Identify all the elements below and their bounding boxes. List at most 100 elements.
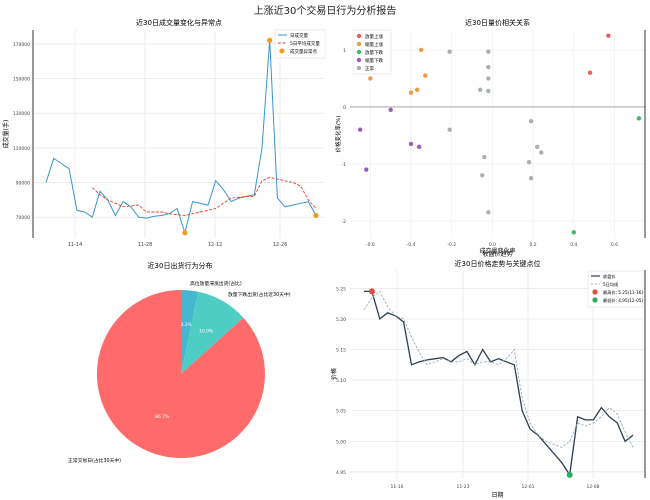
pie-slice-label: 放量下跌出货(占比近30天中) [228,291,291,298]
scatter-chart: 近30日量价相关关系 -0.6 -0.4 -0.2 0.0 0.2 0.4 0.6 1 0 -1 -2… [334,18,646,255]
scatter-point [388,107,393,112]
y-tick-label: 5.10 [336,378,346,384]
scatter-point [486,210,491,215]
scatter-point [408,141,414,147]
x-tick-label: 11-23 [456,484,469,490]
y-axis-label: 价格变化率(%) [334,115,342,152]
scatter-point [357,127,363,132]
y-tick-label: 5.00 [336,439,346,445]
y-axis-label: 价格 [330,368,338,380]
high-point [368,288,375,295]
x-tick-label: 12-12 [208,242,223,248]
pie-slice-label: 正常交易日(占比30天中) [68,457,121,464]
anomaly-point [182,230,188,236]
pie-slice [96,290,265,459]
scatter-point [486,64,491,70]
scatter-point [368,76,373,81]
x-tick-label: -0.4 [407,242,416,248]
scatter-point [636,116,642,121]
legend-label: 放量上涨 [365,33,383,40]
close-price-line [364,290,634,477]
scatter-point [447,49,452,54]
chart-title: 近30日量价相关关系 [465,18,530,27]
scatter-point [526,160,532,165]
legend-marker-icon [279,48,285,54]
chart-title: 近30日价格走势与关键点位 [455,259,541,268]
pie-chart: 近30日出货行为分布 3.3% 10.0% 86.7% 高位放量滞涨出货(占比) 放量下跌… [68,261,291,464]
chart-title: 近30日成交量变化与异常点 [136,18,222,27]
legend-label: 成交量异常点 [290,48,317,55]
x-tick-label: 0.6 [611,242,618,248]
pie-slice [181,291,244,374]
chart-title: 近30日出货行为分布 [148,261,213,270]
volume-line [45,40,317,235]
legend-high-icon [592,289,598,295]
pie-pct-label: 86.7% [155,414,170,420]
x-tick-label: -0.6 [366,242,375,248]
anomaly-point [267,37,273,44]
pie-slice-label: 高位放量滞涨出货(占比) [190,280,242,287]
y-tick-label: 5.05 [336,409,346,415]
legend-marker-icon [356,65,362,71]
x-tick-label: 11-28 [138,242,153,248]
y-tick-label: 70000 [16,215,30,221]
scatter-point [571,230,576,235]
scatter-point [419,47,424,53]
y-tick-label: 1 [343,48,346,54]
x-tick-label: 11-14 [68,242,83,248]
y-tick-label: 5.20 [336,317,346,323]
y-tick-label: 150000 [13,77,30,83]
legend-label: 收盘价 [603,273,616,280]
scatter-point [486,49,491,54]
report-title: 上涨近30个交易日行为分析报告 [253,6,397,17]
legend-label: 日成交量 [290,32,308,39]
y-tick-label: -1 [342,162,347,168]
legend-label: 正常 [365,65,374,72]
y-tick-label: 5.25 [336,286,346,292]
y-tick-label: 110000 [13,146,30,152]
legend-marker-icon [356,41,362,47]
legend-label: 缩量上涨 [365,41,383,48]
scatter-point [528,118,534,124]
scatter-point [423,73,428,78]
low-point [566,471,573,478]
scatter-point [364,167,369,172]
legend-label: 最高价: 5.25(11-16) [603,289,643,296]
scatter-point [534,144,540,150]
legend-label: 缩量下跌 [365,57,383,64]
legend-label: 5日平均成交量 [290,40,320,47]
x-tick-label: 12-01 [521,484,534,490]
scatter-point [606,33,611,38]
x-tick-label: 0.4 [570,242,577,248]
ma5-volume-line [91,176,317,216]
y-tick-label: 0 [343,105,346,111]
scatter-point [408,90,414,95]
legend-marker-icon [356,49,362,55]
scatter-point [486,88,491,94]
scatter-point [486,76,491,81]
volume-chart: 近30日成交量变化与异常点 11-14 11-28 12-12 12-26 70000 90… [2,18,326,248]
x-axis-label: 成交量变化率 [479,247,515,255]
legend-label: 最低价: 4.95(12-05) [603,297,643,304]
y-tick-label: 5.15 [336,348,346,354]
y-tick-label: 170000 [13,42,30,48]
scatter-point [447,127,452,132]
y-tick-label: 130000 [13,111,30,117]
anomaly-point [313,212,319,219]
legend-marker-icon [356,33,362,39]
y-axis-label: 成交量(手) [2,120,10,149]
x-tick-label: 0.0 [489,242,496,248]
scatter-point [416,144,422,150]
pie-pct-label: 3.3% [180,322,192,328]
legend-label: 放量下跌 [365,49,383,56]
pie-pct-label: 10.0% [199,328,214,334]
scatter-point [480,173,485,178]
y-tick-label: 4.95 [336,470,346,476]
x-tick-label: -0.2 [447,242,456,248]
x-tick-label: 12-08 [586,484,599,490]
y-tick-label: 90000 [16,181,30,187]
